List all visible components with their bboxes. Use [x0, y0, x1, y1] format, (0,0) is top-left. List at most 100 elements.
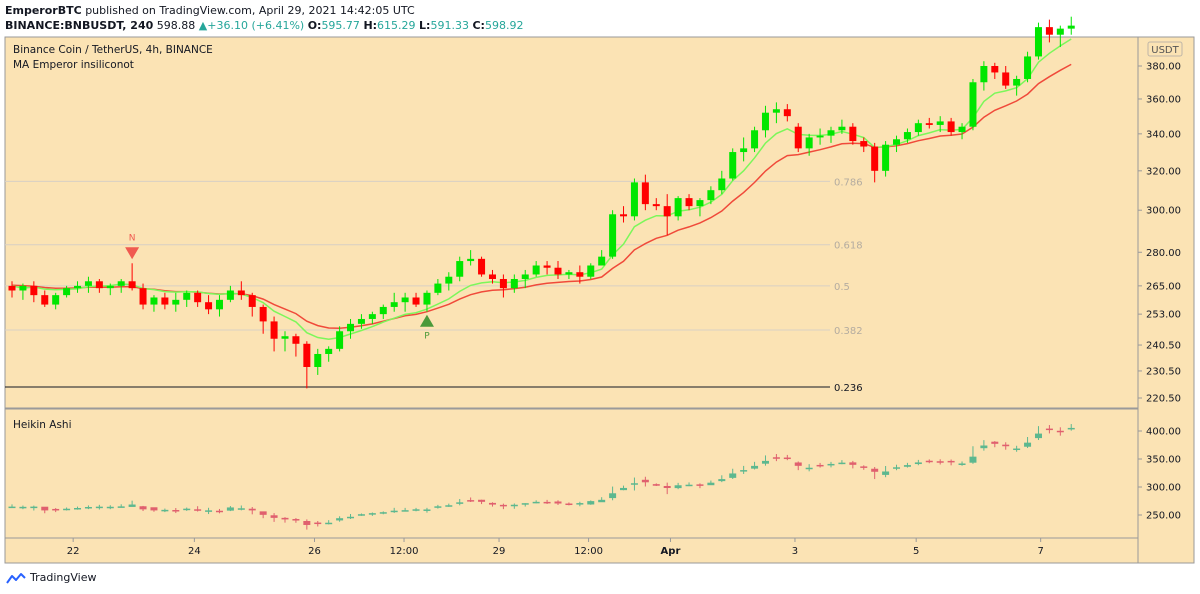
candle-body [663, 206, 671, 217]
price-tick-label: 240.50 [1146, 341, 1181, 352]
long-signal-label: P [424, 332, 430, 342]
candle-body [445, 276, 453, 284]
ha-axis-labels: 250.00 300.00 350.00 400.00 [1138, 427, 1181, 522]
price-tick-label: 280.00 [1146, 248, 1181, 259]
ha-body [663, 485, 671, 489]
ha-body [161, 509, 169, 512]
ha-body [1002, 444, 1010, 447]
ha-body [510, 504, 518, 507]
ha-body [150, 507, 158, 511]
price-tick-label: 360.00 [1146, 94, 1181, 105]
ha-body [314, 522, 322, 525]
candle-body [903, 132, 911, 140]
ha-body [467, 500, 475, 502]
candle-body [292, 336, 300, 344]
candles [8, 16, 1075, 389]
candle-body [827, 130, 835, 136]
candle-body [1024, 56, 1032, 79]
ha-body [248, 508, 256, 511]
ha-body [434, 506, 442, 508]
candle-body [347, 323, 355, 332]
ha-body [226, 507, 234, 511]
ha-body [598, 499, 606, 503]
ha-body [838, 462, 846, 465]
candle-body [772, 109, 780, 113]
ha-body [816, 464, 824, 467]
price-change: +36.10 (+6.41%) [207, 19, 305, 32]
candle-body [478, 258, 486, 275]
ha-price-tick-label: 250.00 [1146, 511, 1181, 522]
author-name[interactable]: EmperorBTC [5, 4, 82, 17]
ha-body [8, 506, 16, 509]
high-label: H: [363, 19, 378, 32]
ha-body [74, 508, 82, 510]
ha-body [172, 510, 180, 512]
ha-body [194, 509, 202, 511]
ha-body [947, 460, 955, 463]
price-tick-label: 340.00 [1146, 129, 1181, 140]
ha-body [554, 501, 562, 504]
candle-body [336, 331, 344, 349]
main-pane[interactable] [4, 36, 1139, 409]
price-tick-label: 380.00 [1146, 62, 1181, 73]
candle-body [368, 314, 376, 319]
heikin-ashi-pane[interactable] [4, 408, 1139, 539]
ha-body [521, 503, 529, 505]
time-tick-label: 22 [67, 546, 80, 557]
candle-body [357, 318, 365, 324]
ha-body [1024, 442, 1032, 447]
ha-body [215, 510, 223, 513]
candle-body [161, 297, 169, 305]
candle-body [150, 297, 158, 305]
ha-body [871, 468, 879, 472]
ha-body [1034, 433, 1042, 439]
up-triangle-icon: ▲ [198, 19, 208, 32]
candle-body [860, 141, 868, 147]
ha-body [183, 508, 191, 511]
candle-body [1002, 72, 1010, 86]
footer-brand[interactable]: TradingView [30, 571, 97, 584]
ha-body [980, 445, 988, 449]
ha-body [882, 471, 890, 475]
candle-body [172, 299, 180, 305]
price-tick-label: 300.00 [1146, 206, 1181, 217]
indicator-name: MA Emperor insiliconot [13, 59, 134, 71]
candle-body [1034, 27, 1042, 57]
fib-label: 0.5 [834, 282, 850, 293]
ha-body [1067, 427, 1075, 430]
candle-body [488, 274, 496, 279]
candle-body [587, 265, 595, 277]
candle-body [510, 278, 518, 289]
ha-body [237, 508, 245, 510]
candle-body [303, 343, 311, 367]
candle-body [499, 278, 507, 289]
ha-body [772, 457, 780, 459]
fib-levels: 0.786 0.618 0.5 0.382 0.236 [5, 177, 863, 394]
ha-body [849, 462, 857, 465]
price-axis[interactable] [1137, 36, 1195, 564]
ha-body [696, 484, 704, 486]
time-axis[interactable] [4, 537, 1139, 564]
ha-body [117, 506, 125, 508]
candle-body [84, 281, 92, 286]
ha-body [620, 487, 628, 491]
open-label: O: [307, 19, 322, 32]
candle-body [620, 214, 628, 217]
candle-body [19, 285, 27, 291]
candle-body [936, 121, 944, 125]
candle-body [128, 281, 136, 289]
ha-body [270, 515, 278, 518]
time-tick-label: Apr [661, 546, 681, 557]
time-tick-label: 5 [913, 546, 919, 557]
candle-body [41, 295, 49, 305]
ha-body [532, 501, 540, 504]
candle-body [871, 146, 879, 171]
ha-body [368, 513, 376, 515]
currency-badge[interactable] [1147, 41, 1183, 57]
ha-body [488, 502, 496, 505]
ha-body [259, 511, 267, 515]
candle-body [609, 214, 617, 257]
last-price: 598.88 [156, 19, 196, 32]
ha-body [751, 465, 759, 469]
